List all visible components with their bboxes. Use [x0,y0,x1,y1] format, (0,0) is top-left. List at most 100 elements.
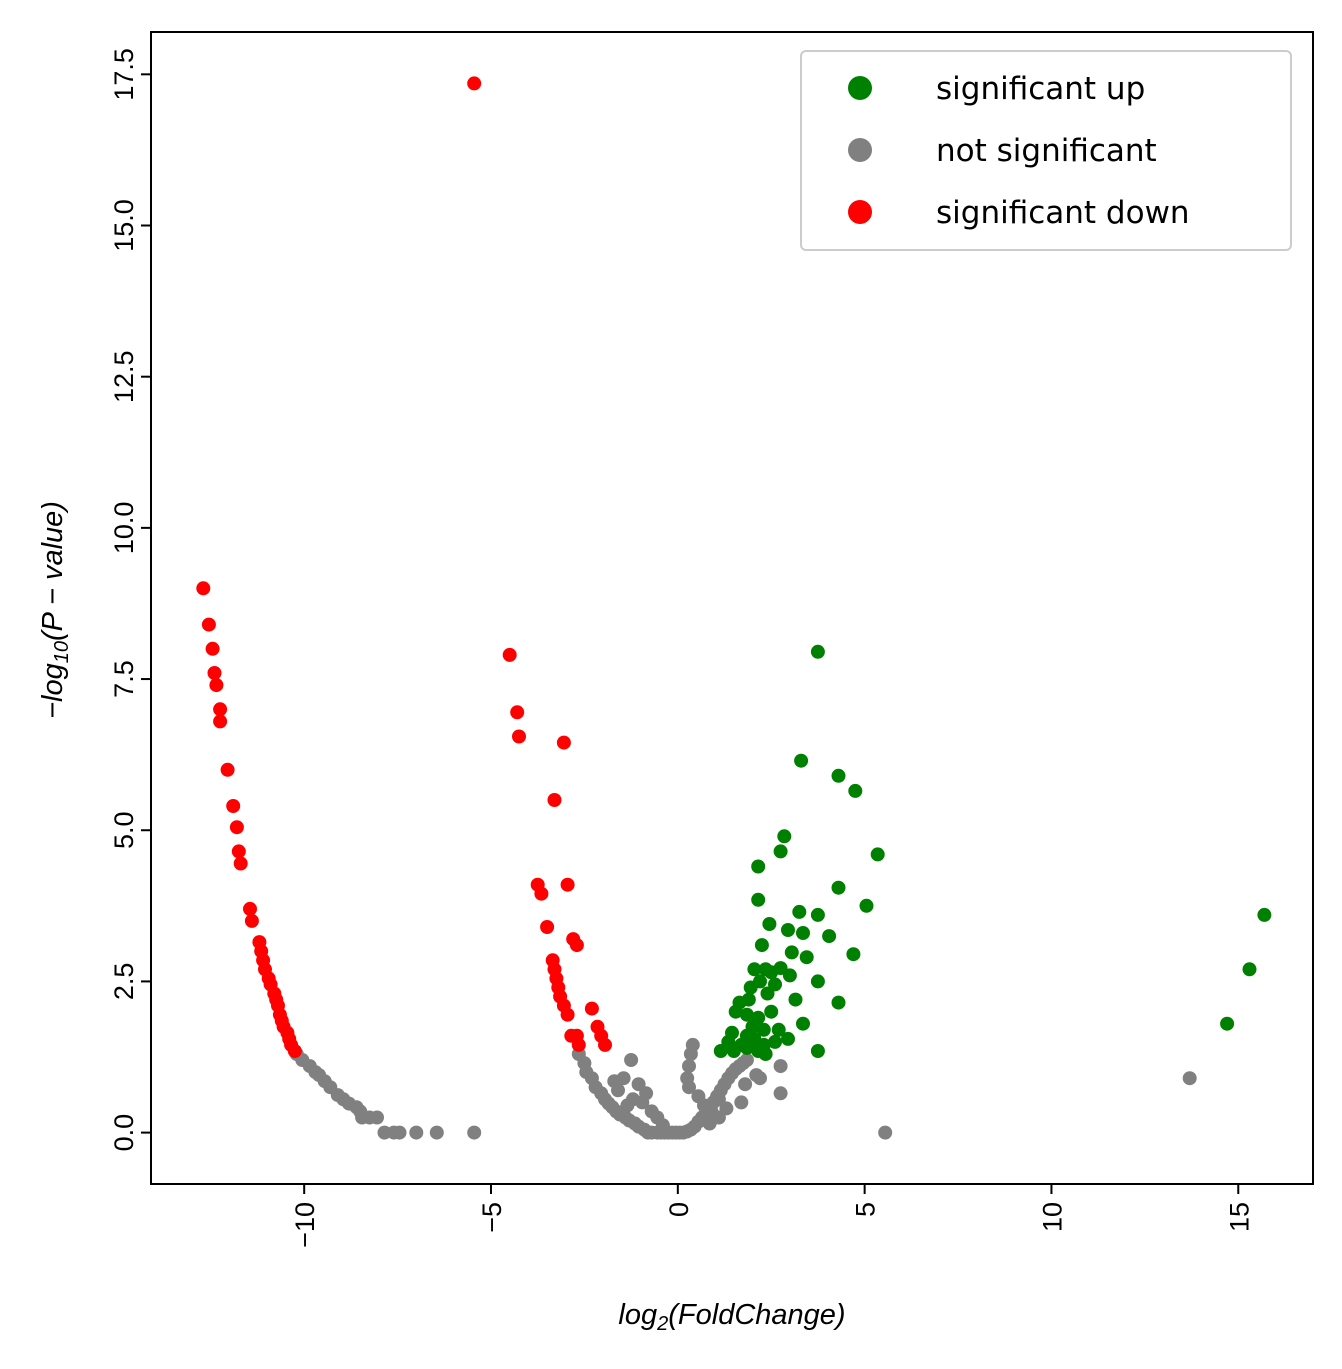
point-significant-up [751,859,766,874]
point-not-significant [620,1098,635,1113]
y-axis-ticks: 0.0 2.5 5.0 7.5 10.0 12.5 15.0 17.5 [109,48,151,1151]
point-not-significant [683,1047,698,1061]
y-axis-title: −log10(P − value) [37,501,73,719]
point-significant-down [584,1001,599,1016]
point-significant-up [753,974,767,989]
point-significant-up [1220,1016,1235,1031]
point-not-significant [392,1125,407,1140]
point-significant-up [768,1034,782,1049]
point-significant-down [560,1007,575,1022]
point-significant-down [571,1037,586,1052]
x-tick-label: 5 [851,1202,881,1217]
point-significant-down [244,913,259,928]
point-not-significant [749,1068,764,1083]
point-significant-down [502,647,517,662]
point-significant-up [822,929,837,944]
point-significant-up [788,992,803,1007]
point-significant-down [243,901,257,916]
point-significant-up [831,880,846,895]
point-not-significant [773,1086,788,1101]
point-significant-up [796,1016,810,1031]
point-significant-down [510,705,525,720]
point-significant-up [756,1022,771,1037]
point-significant-up [810,1044,825,1058]
point-significant-down [547,793,562,807]
point-significant-up [831,768,846,783]
point-significant-down [467,76,482,91]
point-significant-down [213,714,228,729]
point-significant-up [747,962,762,977]
point-significant-up [1257,907,1272,922]
point-significant-up [739,1040,754,1055]
point-significant-down [226,799,241,813]
point-not-significant [624,1053,639,1067]
plot-frame [150,31,1314,1185]
point-significant-up [764,1004,779,1019]
y-tick-label: 7.5 [109,660,139,698]
point-not-significant [429,1125,444,1140]
point-significant-up [771,1022,786,1037]
legend-marker [848,138,872,162]
point-significant-up [810,907,825,922]
point-significant-down [556,735,571,750]
point-significant-up [777,829,792,844]
x-axis-ticks: −10 −5 0 5 10 15 [290,1184,1254,1248]
point-significant-down [209,678,224,693]
y-tick-label: 15.0 [109,199,139,252]
point-significant-up [810,644,825,659]
legend-label: significant up [936,71,1145,107]
point-not-significant [734,1095,749,1110]
x-tick-label: −5 [477,1202,507,1233]
point-significant-up [760,986,775,1001]
point-not-significant [607,1074,622,1089]
point-not-significant [467,1125,482,1140]
point-significant-up [870,847,885,862]
point-not-significant [655,1118,670,1133]
point-not-significant [370,1110,384,1125]
legend: significant up not significant significant… [800,50,1292,251]
point-not-significant [635,1095,650,1110]
point-significant-down [540,920,555,934]
point-significant-up [758,1047,773,1061]
point-significant-up [781,1031,795,1046]
point-significant-up [846,947,861,962]
point-significant-up [728,1004,743,1019]
point-significant-up [781,923,795,937]
point-significant-down [233,856,248,871]
point-not-significant [773,1059,788,1074]
point-significant-up [751,892,766,907]
point-significant-down [287,1044,302,1058]
point-significant-up [754,938,769,953]
x-tick-label: 0 [664,1202,694,1217]
x-tick-label: 15 [1224,1202,1254,1232]
point-significant-up [773,844,788,859]
point-not-significant [738,1077,753,1092]
point-significant-up [831,995,846,1010]
point-not-significant [682,1080,696,1095]
point-significant-up [739,1007,754,1022]
y-tick-label: 5.0 [109,811,139,849]
point-not-significant [878,1125,893,1140]
scatter-points [196,76,1272,1140]
point-significant-up [741,992,756,1007]
point-significant-down [229,820,244,835]
point-significant-down [231,844,246,859]
point-significant-up [810,974,825,989]
legend-marker [848,200,872,224]
point-significant-up [726,1044,741,1058]
point-significant-down [205,641,220,656]
x-tick-label: −10 [290,1202,320,1248]
legend-marker [848,76,872,100]
legend-label: significant down [936,195,1190,231]
point-significant-down [220,762,235,777]
point-not-significant [1182,1071,1197,1086]
point-not-significant [702,1116,717,1131]
y-tick-label: 12.5 [109,350,139,403]
y-tick-label: 2.5 [109,963,139,1001]
point-significant-up [713,1044,728,1058]
point-significant-up [859,898,874,913]
point-significant-down [207,666,222,680]
point-significant-down [569,938,584,953]
point-significant-down [201,617,216,632]
